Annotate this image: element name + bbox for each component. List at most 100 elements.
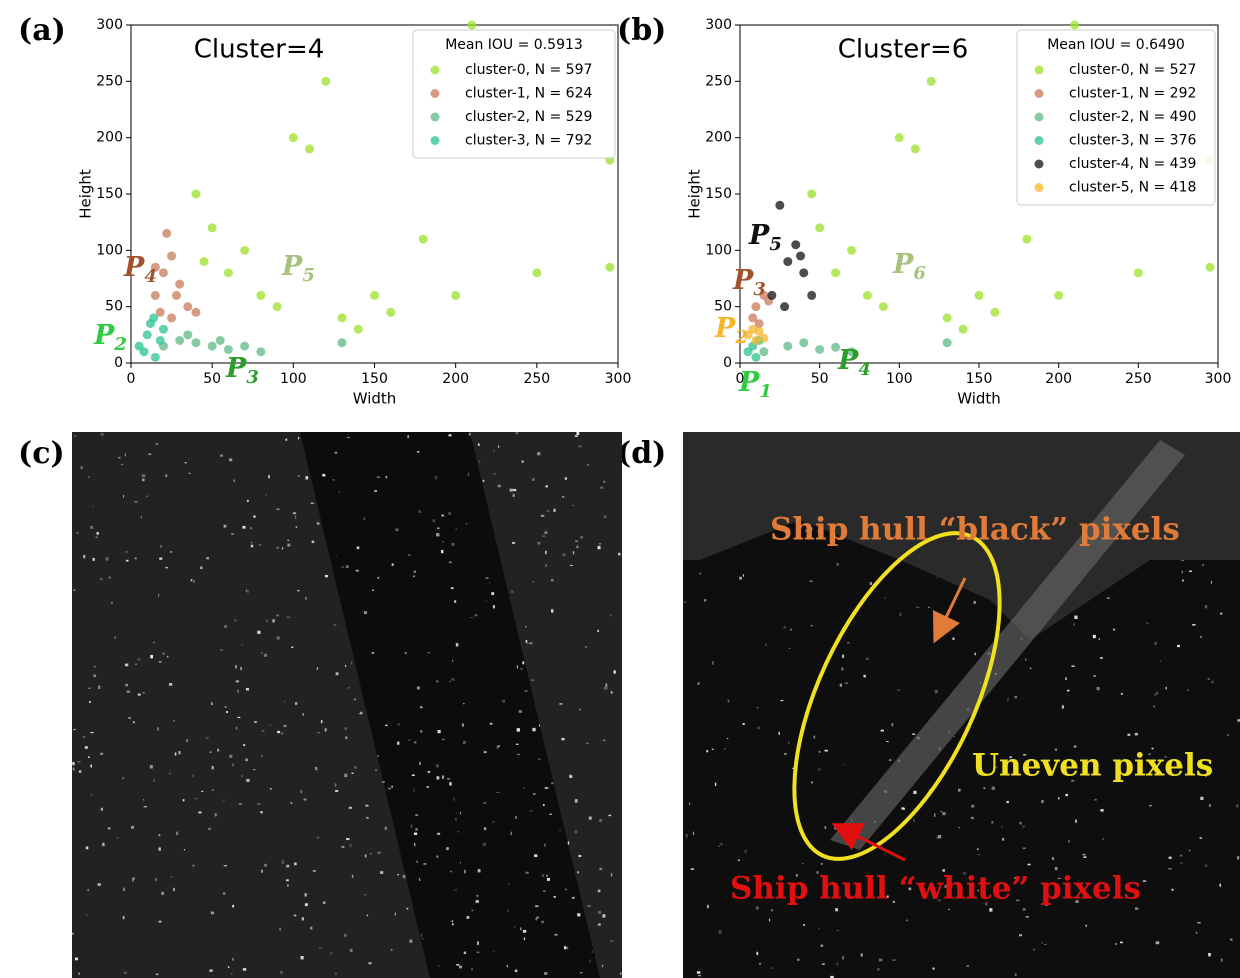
speckle-dot [291,802,293,804]
speckle-dot [515,432,518,434]
point [159,268,168,277]
speckle-dot [159,834,161,836]
point [791,240,800,249]
speckle-dot [161,892,164,895]
speckle-dot [1208,953,1211,956]
speckle-dot [712,661,714,664]
point [799,338,808,347]
point [370,291,379,300]
speckle-dot [537,542,540,545]
speckle-dot [565,889,567,890]
annotation-text: P [93,320,115,351]
speckle-dot [452,543,455,546]
legend-label: cluster-2, N = 490 [1069,109,1196,125]
speckle-dot [413,789,414,792]
speckle-dot [1100,657,1103,659]
speckle-dot [1200,636,1202,638]
speckle-dot [350,844,352,847]
speckle-dot [436,856,438,858]
speckle-dot [254,721,257,723]
speckle-dot [156,443,158,445]
speckle-dot [294,915,296,917]
point [532,268,541,277]
speckle-dot [520,927,521,930]
speckle-dot [451,587,454,589]
speckle-dot [293,512,296,514]
speckle-dot [463,741,466,744]
speckle-dot [150,765,153,768]
speckle-dot [286,865,289,868]
speckle-dot [906,920,908,922]
point [605,263,614,272]
speckle-dot [416,860,418,863]
speckle-dot [877,968,879,970]
point [162,229,171,238]
y-tick-label: 100 [96,242,123,258]
speckle-dot [1023,848,1026,849]
speckle-dot [1068,840,1070,843]
point [927,77,936,86]
speckle-dot [380,871,383,874]
speckle-dot [818,927,819,929]
point [200,257,209,266]
speckle-dot [86,847,89,850]
speckle-dot [707,905,709,908]
speckle-dot [489,582,490,584]
speckle-dot [530,810,533,811]
speckle-dot [419,510,421,512]
legend-marker [431,66,440,75]
speckle-dot [1192,624,1195,625]
speckle-dot [1062,705,1064,708]
speckle-dot [253,769,256,770]
speckle-dot [92,506,93,507]
speckle-dot [368,962,371,964]
speckle-dot [123,495,124,497]
speckle-dot [428,771,430,773]
point [751,353,760,362]
speckle-dot [526,872,529,874]
speckle-dot [588,905,591,907]
speckle-dot [889,759,891,761]
speckle-dot [958,827,960,828]
x-tick-label: 150 [361,371,388,387]
speckle-dot [135,558,137,560]
point [799,268,808,277]
speckle-dot [427,786,430,788]
speckle-dot [989,908,992,911]
speckle-dot [122,777,124,779]
speckle-dot [783,626,785,628]
point [775,201,784,210]
speckle-dot [954,736,955,737]
speckle-dot [494,450,495,451]
speckle-dot [1160,660,1161,661]
speckle-dot [173,888,175,891]
speckle-dot [1120,942,1123,944]
speckle-dot [517,665,518,668]
y-tick-label: 0 [723,355,732,371]
point [959,325,968,334]
speckle-dot [589,817,592,820]
speckle-dot [108,827,111,829]
speckle-dot [123,916,125,919]
speckle-dot [1100,809,1103,812]
legend-title: Mean IOU = 0.5913 [445,37,583,53]
speckle-dot [759,963,761,965]
speckle-dot [724,748,725,749]
speckle-dot [522,661,524,664]
speckle-dot [476,895,478,897]
speckle-dot [598,546,601,549]
speckle-dot [620,973,621,975]
speckle-dot [1093,675,1096,676]
speckle-dot [90,764,92,767]
speckle-dot [415,828,417,830]
speckle-dot [809,581,812,582]
speckle-dot [261,870,263,873]
speckle-dot [706,750,708,752]
speckle-dot [719,930,722,933]
speckle-dot [577,546,579,549]
speckle-dot [287,540,289,541]
speckle-dot [224,706,226,708]
speckle-dot [228,966,230,968]
speckle-dot [813,736,815,739]
speckle-dot [1097,687,1100,690]
